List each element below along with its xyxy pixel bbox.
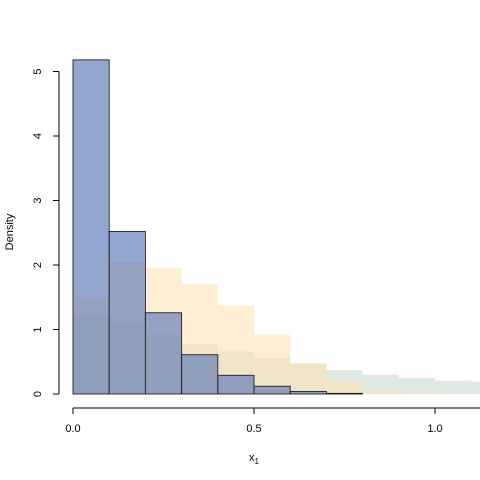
histogram-series-3: [72, 59, 364, 395]
histogram-bar: [217, 374, 255, 395]
histogram-bar: [144, 312, 183, 395]
histogram-bar: [326, 381, 363, 394]
histogram-bars: [72, 59, 480, 395]
y-tick-label: 5: [32, 68, 44, 74]
x-axis-title: x1: [249, 452, 260, 466]
histogram-bar: [435, 380, 472, 394]
histogram-bar: [398, 393, 435, 394]
histogram-bar: [254, 334, 291, 394]
x-tick-label: 0.5: [246, 423, 261, 435]
histogram-bar: [290, 363, 327, 394]
histogram-bar: [253, 385, 291, 395]
x-tick-label: 0.0: [65, 423, 80, 435]
y-tick-label: 3: [32, 197, 44, 203]
histogram-bar: [471, 381, 480, 394]
y-tick-label: 2: [32, 262, 44, 268]
histogram-bar: [362, 390, 399, 394]
y-tick-label: 1: [32, 326, 44, 332]
histogram-bar: [362, 374, 399, 394]
histogram-bar: [289, 390, 327, 395]
x-axis-title-subscript: 1: [255, 457, 260, 466]
histogram-bar: [398, 377, 435, 395]
histogram-bar: [72, 59, 110, 395]
histogram-bar: [108, 231, 146, 395]
histogram-bar: [325, 392, 364, 395]
y-tick-label: 4: [32, 133, 44, 139]
histogram-bar: [181, 354, 219, 395]
x-tick-label: 1.0: [427, 423, 442, 435]
y-tick-label: 0: [32, 391, 44, 397]
y-axis-title: Density: [4, 213, 16, 250]
